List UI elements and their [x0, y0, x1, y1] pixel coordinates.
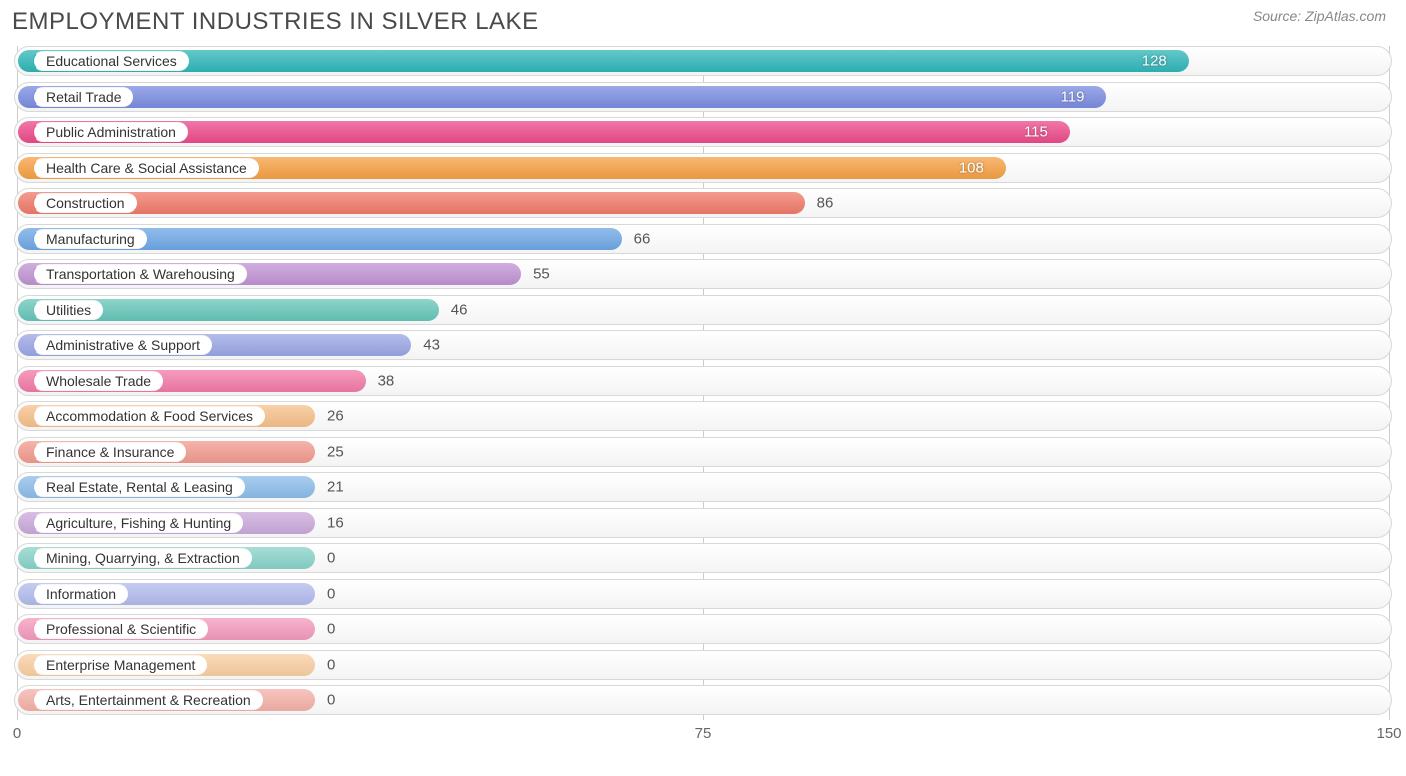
- bar-value: 66: [634, 230, 651, 247]
- bar-row: Enterprise Management 0: [14, 650, 1392, 680]
- bars-container: Educational Services 128 Retail Trade 119 Pu…: [14, 46, 1392, 715]
- chart-area: Educational Services 128 Retail Trade 119 Pu…: [14, 46, 1392, 746]
- bar-value: 108: [959, 159, 984, 176]
- bar-row: Mining, Quarrying, & Extraction 0: [14, 543, 1392, 573]
- bar-row: Health Care & Social Assistance 108: [14, 153, 1392, 183]
- bar-value: 55: [533, 266, 550, 283]
- bar-fill: [18, 50, 1189, 72]
- bar-value: 21: [327, 479, 344, 496]
- chart-header: EMPLOYMENT INDUSTRIES IN SILVER LAKE Sou…: [0, 0, 1406, 40]
- bar-label: Administrative & Support: [33, 335, 212, 355]
- bar-label: Mining, Quarrying, & Extraction: [33, 548, 252, 568]
- chart-title: EMPLOYMENT INDUSTRIES IN SILVER LAKE: [12, 8, 539, 36]
- bar-label: Construction: [33, 193, 137, 213]
- x-axis-tick: 75: [695, 725, 712, 742]
- bar-label: Agriculture, Fishing & Hunting: [33, 513, 243, 533]
- bar-label: Wholesale Trade: [33, 371, 163, 391]
- bar-row: Professional & Scientific 0: [14, 614, 1392, 644]
- bar-row: Wholesale Trade 38: [14, 366, 1392, 396]
- bar-value: 0: [327, 550, 335, 567]
- bar-label: Accommodation & Food Services: [33, 406, 265, 426]
- bar-row: Agriculture, Fishing & Hunting 16: [14, 508, 1392, 538]
- chart-source: Source: ZipAtlas.com: [1253, 8, 1386, 24]
- bar-row: Utilities 46: [14, 295, 1392, 325]
- bar-label: Health Care & Social Assistance: [33, 158, 259, 178]
- bar-label: Retail Trade: [33, 87, 133, 107]
- bar-value: 0: [327, 585, 335, 602]
- bar-label: Real Estate, Rental & Leasing: [33, 477, 245, 497]
- bar-row: Manufacturing 66: [14, 224, 1392, 254]
- bar-value: 46: [451, 301, 468, 318]
- bar-label: Public Administration: [33, 122, 188, 142]
- x-axis-tick: 0: [13, 725, 21, 742]
- bar-label: Arts, Entertainment & Recreation: [33, 690, 263, 710]
- bar-value: 128: [1142, 53, 1167, 70]
- bar-value: 0: [327, 621, 335, 638]
- bar-label: Information: [33, 584, 128, 604]
- bar-row: Information 0: [14, 579, 1392, 609]
- bar-label: Enterprise Management: [33, 655, 207, 675]
- bar-fill: [18, 86, 1106, 108]
- bar-label: Transportation & Warehousing: [33, 264, 247, 284]
- bar-row: Public Administration 115: [14, 117, 1392, 147]
- bar-row: Construction 86: [14, 188, 1392, 218]
- bar-row: Administrative & Support 43: [14, 330, 1392, 360]
- bar-value: 0: [327, 656, 335, 673]
- bar-value: 38: [378, 372, 395, 389]
- bar-value: 86: [817, 195, 834, 212]
- x-axis: 075150: [14, 721, 1392, 747]
- bar-value: 119: [1061, 88, 1085, 105]
- bar-row: Finance & Insurance 25: [14, 437, 1392, 467]
- bar-value: 115: [1024, 124, 1048, 141]
- bar-row: Educational Services 128: [14, 46, 1392, 76]
- bar-value: 0: [327, 692, 335, 709]
- bar-row: Arts, Entertainment & Recreation 0: [14, 685, 1392, 715]
- bar-value: 26: [327, 408, 344, 425]
- bar-row: Real Estate, Rental & Leasing 21: [14, 472, 1392, 502]
- bar-label: Manufacturing: [33, 229, 147, 249]
- bar-label: Professional & Scientific: [33, 619, 208, 639]
- x-axis-tick: 150: [1376, 725, 1401, 742]
- bar-value: 25: [327, 443, 344, 460]
- bar-row: Accommodation & Food Services 26: [14, 401, 1392, 431]
- bar-row: Retail Trade 119: [14, 82, 1392, 112]
- bar-row: Transportation & Warehousing 55: [14, 259, 1392, 289]
- bar-label: Utilities: [33, 300, 103, 320]
- bar-label: Finance & Insurance: [33, 442, 186, 462]
- bar-label: Educational Services: [33, 51, 189, 71]
- bar-value: 16: [327, 514, 344, 531]
- bar-value: 43: [423, 337, 440, 354]
